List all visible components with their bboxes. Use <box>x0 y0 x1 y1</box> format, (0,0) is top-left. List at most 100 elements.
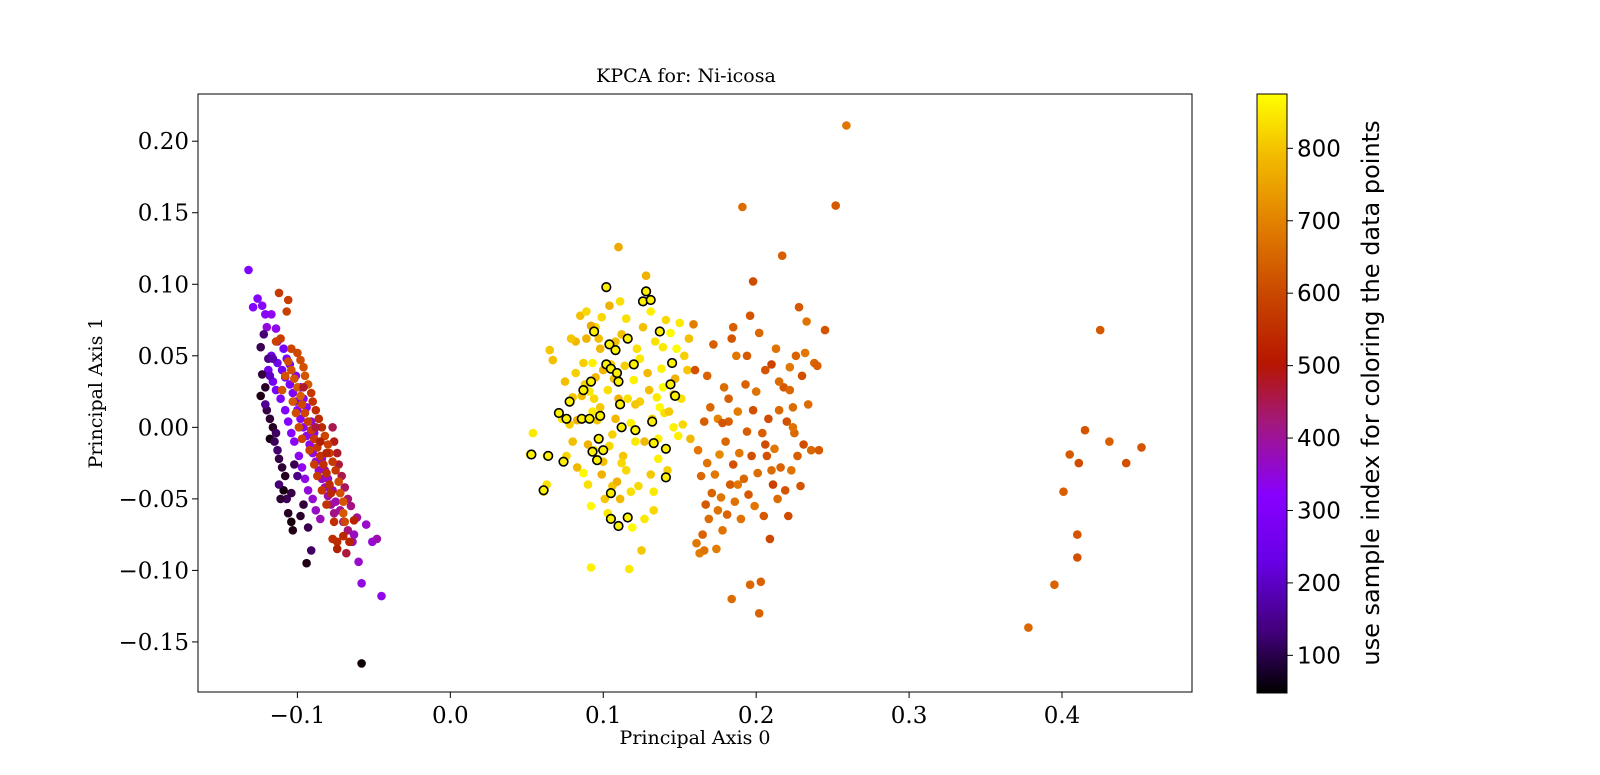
scatter-point-424 <box>689 320 698 329</box>
highlighted-point-314 <box>591 455 603 466</box>
scatter-point-395 <box>770 444 779 454</box>
scatter-point-214 <box>600 494 610 504</box>
scatter-point-163 <box>313 471 322 481</box>
scatter-point-230 <box>621 466 631 475</box>
highlighted-point-343 <box>666 357 678 369</box>
scatter-point-201 <box>586 563 596 572</box>
scatter-point-238 <box>634 481 643 491</box>
scatter-point-127 <box>314 414 324 424</box>
scatter-point-68 <box>349 530 359 539</box>
scatter-point-72 <box>340 483 350 492</box>
colorbar-tick-label: 800 <box>1297 136 1341 162</box>
scatter-point-403 <box>782 417 792 426</box>
scatter-point-427 <box>727 594 736 604</box>
highlighted-point-340 <box>660 472 672 483</box>
scatter-point-456 <box>1137 443 1146 452</box>
scatter-points <box>244 121 1146 668</box>
scatter-point-288 <box>589 394 599 404</box>
scatter-point-128 <box>317 423 327 432</box>
scatter-point-184 <box>545 345 554 355</box>
highlighted-point-325 <box>611 367 623 379</box>
highlighted-point-301 <box>526 449 537 460</box>
scatter-point-447 <box>1059 487 1068 497</box>
scatter-point-246 <box>646 470 655 479</box>
scatter-point-192 <box>568 437 577 446</box>
scatter-point-96 <box>276 494 285 504</box>
scatter-point-5 <box>267 310 276 319</box>
highlighted-point-328 <box>614 399 626 410</box>
scatter-point-352 <box>704 514 714 524</box>
scatter-point-362 <box>719 383 729 392</box>
scatter-point-154 <box>326 488 336 498</box>
scatter-point-256 <box>661 315 671 325</box>
scatter-point-350 <box>701 500 710 509</box>
scatter-point-266 <box>678 420 688 429</box>
scatter-point-66 <box>372 534 382 544</box>
scatter-point-404 <box>784 511 793 521</box>
scatter-point-355 <box>709 340 718 349</box>
highlighted-point-333 <box>630 425 641 436</box>
scatter-point-113 <box>268 354 278 364</box>
scatter-point-416 <box>802 317 811 326</box>
highlighted-point-311 <box>585 376 597 387</box>
scatter-point-176 <box>311 423 321 432</box>
scatter-point-443 <box>788 423 798 432</box>
scatter-point-367 <box>727 334 736 343</box>
scatter-point-295 <box>579 358 588 368</box>
scatter-point-141 <box>290 374 299 384</box>
scatter-point-452 <box>1080 425 1090 435</box>
scatter-point-185 <box>548 355 558 365</box>
scatter-point-91 <box>277 463 287 472</box>
scatter-point-397 <box>773 494 782 504</box>
scatter-point-407 <box>788 403 798 412</box>
scatter-point-290 <box>635 354 645 364</box>
chart-title: KPCA for: Ni-icosa <box>596 65 776 87</box>
scatter-point-371 <box>733 407 743 416</box>
y-tick-label: 0.05 <box>138 344 189 370</box>
scatter-point-222 <box>611 414 620 424</box>
scatter-point-289 <box>621 314 631 323</box>
scatter-point-277 <box>608 430 617 439</box>
scatter-point-236 <box>631 437 640 446</box>
highlighted-point-313 <box>588 326 600 337</box>
scatter-point-64 <box>357 579 366 588</box>
scatter-point-142 <box>293 383 302 392</box>
scatter-point-161 <box>305 445 314 455</box>
scatter-point-353 <box>706 403 715 412</box>
scatter-point-210 <box>595 344 605 354</box>
highlighted-point-305 <box>558 456 569 467</box>
scatter-point-166 <box>329 517 339 527</box>
colorbar <box>1256 93 1288 694</box>
scatter-point-436 <box>713 506 723 515</box>
scatter-point-44 <box>279 344 288 354</box>
scatter-point-399 <box>776 463 785 472</box>
scatter-point-349 <box>699 417 709 426</box>
scatter-point-134 <box>334 477 344 487</box>
scatter-point-363 <box>721 437 730 446</box>
scatter-point-294 <box>566 334 576 343</box>
scatter-point-446 <box>1050 580 1059 589</box>
scatter-point-209 <box>594 334 603 343</box>
scatter-point-249 <box>650 337 660 346</box>
scatter-point-135 <box>335 488 345 498</box>
scatter-point-282 <box>666 328 675 338</box>
scatter-point-385 <box>754 328 764 338</box>
scatter-point-264 <box>675 318 684 328</box>
scatter-point-442 <box>842 121 851 130</box>
scatter-point-118 <box>287 344 296 354</box>
scatter-point-453 <box>1095 325 1105 335</box>
scatter-point-155 <box>280 371 290 381</box>
y-axis-ticks: −0.15 −0.10 −0.05 0.00 0.05 0.10 0.15 0.20 <box>119 129 198 656</box>
scatter-point-92 <box>280 471 290 481</box>
x-tick-label: 0.3 <box>891 703 928 729</box>
scatter-point-70 <box>346 501 356 511</box>
scatter-point-428 <box>745 580 755 589</box>
scatter-point-276 <box>595 403 605 412</box>
highlighted-point-319 <box>601 282 612 293</box>
scatter-point-366 <box>725 480 735 489</box>
scatter-point-95 <box>287 488 296 498</box>
scatter-point-368 <box>728 460 738 469</box>
scatter-point-426 <box>699 546 709 555</box>
highlighted-point-335 <box>640 286 652 297</box>
scatter-point-108 <box>261 400 270 409</box>
